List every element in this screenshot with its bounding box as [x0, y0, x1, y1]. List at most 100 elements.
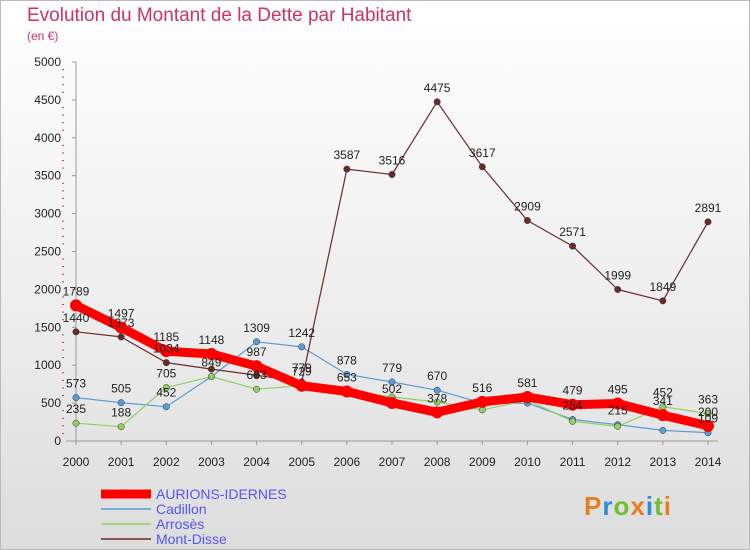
legend-label: AURIONS-IDERNES	[156, 486, 287, 502]
data-label: 573	[66, 377, 86, 391]
data-point	[253, 338, 261, 346]
logo-letter: r	[602, 491, 614, 521]
data-label: 670	[427, 369, 447, 383]
data-point	[343, 165, 351, 173]
data-point	[298, 343, 306, 351]
x-tick-label: 2001	[108, 455, 135, 469]
data-label: 505	[111, 382, 131, 396]
data-label: 683	[247, 368, 267, 382]
data-label: 581	[517, 376, 537, 390]
data-point	[704, 218, 712, 226]
x-tick-label: 2005	[288, 455, 315, 469]
data-point	[295, 379, 308, 392]
y-tick-label: 3500	[34, 169, 61, 183]
logo-letter: P	[584, 491, 603, 521]
data-point	[656, 409, 669, 422]
proxiti-logo: Proxiti	[584, 491, 672, 522]
y-tick-label: 4000	[34, 131, 61, 145]
data-label: 215	[608, 404, 628, 418]
x-tick-label: 2009	[469, 455, 496, 469]
x-tick-label: 2003	[198, 455, 225, 469]
data-point	[117, 399, 125, 407]
data-point	[72, 394, 80, 402]
data-point	[386, 396, 398, 409]
y-tick-label: 1500	[34, 320, 61, 334]
data-label: 705	[156, 367, 176, 381]
data-label: 1242	[288, 326, 315, 340]
chart-subtitle: (en €)	[27, 29, 59, 43]
data-point	[614, 286, 622, 293]
x-tick-label: 2006	[334, 455, 361, 469]
data-point	[72, 328, 80, 336]
chart-title: Evolution du Montant de la Dette par Hab…	[27, 5, 412, 26]
legend-label: Cadillon	[156, 501, 207, 517]
y-tick-label: 2000	[34, 282, 61, 296]
series-points	[70, 98, 714, 437]
legend-label: Mont-Disse	[156, 531, 227, 547]
data-point	[431, 406, 444, 419]
data-point	[388, 378, 396, 386]
data-label: 4475	[424, 81, 451, 95]
y-tick-label: 5000	[34, 55, 61, 69]
data-label: 1185	[153, 330, 179, 344]
data-point	[207, 373, 215, 381]
x-tick-label: 2013	[650, 455, 677, 469]
data-label: 3617	[469, 146, 496, 160]
data-point	[160, 345, 173, 358]
data-label: 1309	[243, 321, 270, 335]
data-label: 1148	[199, 333, 225, 347]
data-point	[569, 417, 577, 425]
logo-letter: o	[613, 491, 631, 521]
data-point	[566, 398, 579, 411]
data-label: 284	[563, 398, 583, 412]
data-point	[659, 297, 667, 305]
y-tick-label: 4500	[34, 93, 61, 107]
x-tick-label: 2000	[63, 455, 90, 469]
data-point	[569, 242, 577, 250]
data-label: 729	[292, 365, 312, 379]
data-point	[162, 403, 170, 411]
data-label: 516	[472, 381, 492, 395]
data-label: 452	[653, 386, 673, 400]
data-point	[702, 419, 714, 432]
y-tick-label: 3000	[34, 207, 61, 221]
legend-label: Arrosès	[156, 516, 204, 532]
data-label: 1034	[153, 342, 180, 356]
data-label: 341	[653, 394, 673, 408]
data-point	[433, 386, 441, 394]
data-labels: 1789 1497 1185 1148 987 729 653 502 378 516 581 479…	[63, 81, 722, 426]
y-tick-label: 0	[54, 434, 61, 448]
data-point	[523, 217, 531, 224]
x-tick-label: 2012	[604, 455, 631, 469]
data-label: 1849	[650, 280, 677, 294]
data-label: 502	[382, 382, 402, 396]
data-label: 495	[608, 382, 628, 396]
data-point	[72, 419, 80, 427]
data-label: 987	[247, 345, 267, 359]
data-point	[340, 385, 353, 398]
data-label: 1497	[108, 307, 135, 321]
x-tick-label: 2002	[153, 455, 180, 469]
data-point	[476, 395, 489, 408]
data-point	[70, 299, 82, 312]
data-point	[704, 410, 712, 417]
data-point	[614, 422, 622, 430]
x-tick-label: 2011	[560, 455, 586, 469]
x-tick-label: 2008	[424, 455, 451, 469]
data-label: 2571	[559, 225, 586, 239]
data-point	[250, 360, 263, 373]
data-point	[117, 333, 125, 341]
data-point	[207, 365, 215, 373]
data-point	[478, 163, 486, 171]
logo-letter: t	[654, 491, 664, 521]
y-tick-label: 1000	[34, 358, 61, 372]
data-label: 1440	[63, 311, 90, 325]
data-label: 2909	[514, 199, 541, 213]
y-tick-label: 500	[41, 396, 61, 410]
data-label: 1789	[63, 284, 90, 298]
data-label: 1999	[604, 268, 631, 282]
data-label: 452	[156, 386, 176, 400]
logo-letter: x	[630, 491, 646, 521]
x-tick-label: 2004	[243, 455, 270, 469]
